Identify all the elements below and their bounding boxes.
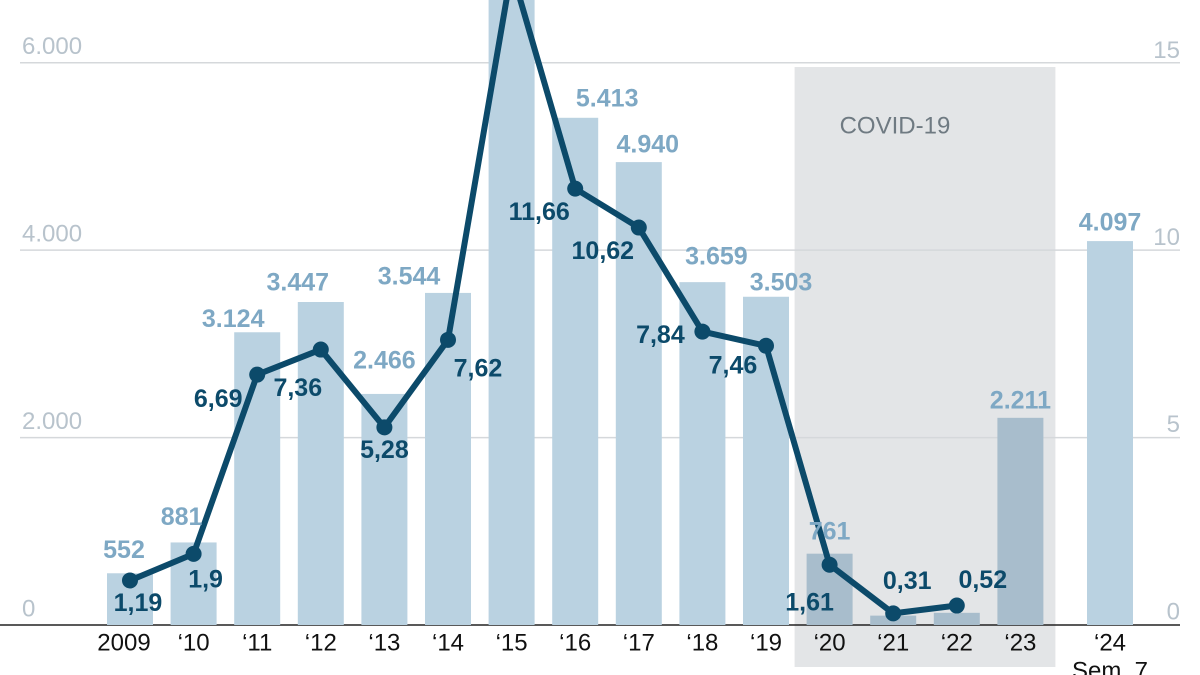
bar-value-label: 3.544 <box>378 263 441 291</box>
line-point <box>567 180 584 197</box>
bar-value-label: 5.413 <box>576 84 639 112</box>
bar-value-label: 761 <box>809 517 851 545</box>
bar-value-label: 4.097 <box>1079 209 1142 237</box>
line-point <box>821 556 838 573</box>
line-point <box>122 572 138 589</box>
shade-label: COVID-19 <box>840 112 951 139</box>
y2-tick-label: 5 <box>1167 411 1180 438</box>
line-value-label: 5,28 <box>360 436 409 464</box>
x-note: Sem. 7 <box>1072 657 1148 675</box>
bars-layer <box>107 0 1133 625</box>
bar-value-label: 881 <box>161 503 203 531</box>
line-point <box>885 605 902 622</box>
y2-tick-label: 10 <box>1153 224 1180 251</box>
y-tick-label: 2.000 <box>22 408 82 435</box>
bar-value-label: 552 <box>103 536 145 564</box>
bar <box>1087 241 1133 625</box>
x-tick-label: ‘18 <box>686 629 718 656</box>
line-value-label: 10,62 <box>572 237 635 265</box>
line-point <box>249 366 266 383</box>
x-tick-label: ‘10 <box>178 629 210 656</box>
line-point <box>440 331 456 348</box>
x-tick-label: ‘23 <box>1004 629 1036 656</box>
x-tick-label: ‘13 <box>368 629 400 656</box>
x-tick-label: ‘19 <box>750 629 782 656</box>
x-tick-label: ‘15 <box>496 629 528 656</box>
line-point <box>630 219 647 236</box>
bar <box>425 292 471 625</box>
bar-value-label: 3.659 <box>685 243 748 271</box>
line-point <box>312 341 329 358</box>
line <box>128 0 958 617</box>
line-layer <box>122 0 965 622</box>
x-tick-label: ‘22 <box>941 629 973 656</box>
y2-tick-label: 0 <box>1167 598 1180 625</box>
bar <box>488 0 535 625</box>
bar <box>997 417 1044 625</box>
line-value-label: 1,9 <box>188 566 223 594</box>
bar-value-label: 2.466 <box>353 347 416 375</box>
bar <box>615 162 662 625</box>
line-value-label: 7,62 <box>454 354 503 382</box>
bar <box>552 117 599 625</box>
line-value-label: 0,31 <box>883 567 932 595</box>
x-tick-label: ‘14 <box>432 629 464 656</box>
line-value-label: 7,46 <box>709 351 758 379</box>
line-point <box>185 545 202 562</box>
bar-value-label: 3.124 <box>202 305 265 333</box>
x-tick-label: ‘11 <box>242 629 272 656</box>
line-value-label: 6,69 <box>194 385 243 413</box>
x-tick-label: 2009 <box>97 629 150 656</box>
line-value-label: 1,61 <box>785 588 834 616</box>
text-layer: COVID-19 0 2.000 4.000 6.000 0 5 10 15 552 881 3.12… <box>22 33 1180 675</box>
y-tick-label: 0 <box>22 595 35 622</box>
line-value-label: 7,84 <box>636 321 685 349</box>
line-value-label: 0,52 <box>958 566 1007 594</box>
bar-value-label: 3.447 <box>267 269 330 297</box>
line-point <box>758 337 774 354</box>
bar-value-label: 2.211 <box>990 386 1051 414</box>
line-point <box>694 323 711 340</box>
x-tick-label: ‘16 <box>559 629 591 656</box>
line-value-label: 7,36 <box>273 374 322 402</box>
y-tick-label: 4.000 <box>22 221 82 248</box>
line-value-label: 11,66 <box>509 198 570 226</box>
line-point <box>948 597 965 614</box>
line-value-label: 1,19 <box>114 589 163 617</box>
y2-tick-label: 15 <box>1153 37 1180 64</box>
x-tick-label: ‘20 <box>814 629 846 656</box>
x-tick-label: ‘12 <box>305 629 337 656</box>
line-point <box>376 419 393 436</box>
x-tick-label: ‘17 <box>623 629 655 656</box>
bar <box>933 612 980 625</box>
x-tick-label: ‘21 <box>877 629 909 656</box>
bar-value-label: 3.503 <box>750 268 813 296</box>
x-tick-label: ‘24 <box>1094 629 1126 656</box>
bar-value-label: 4.940 <box>617 131 680 159</box>
y-tick-label: 6.000 <box>22 33 82 60</box>
